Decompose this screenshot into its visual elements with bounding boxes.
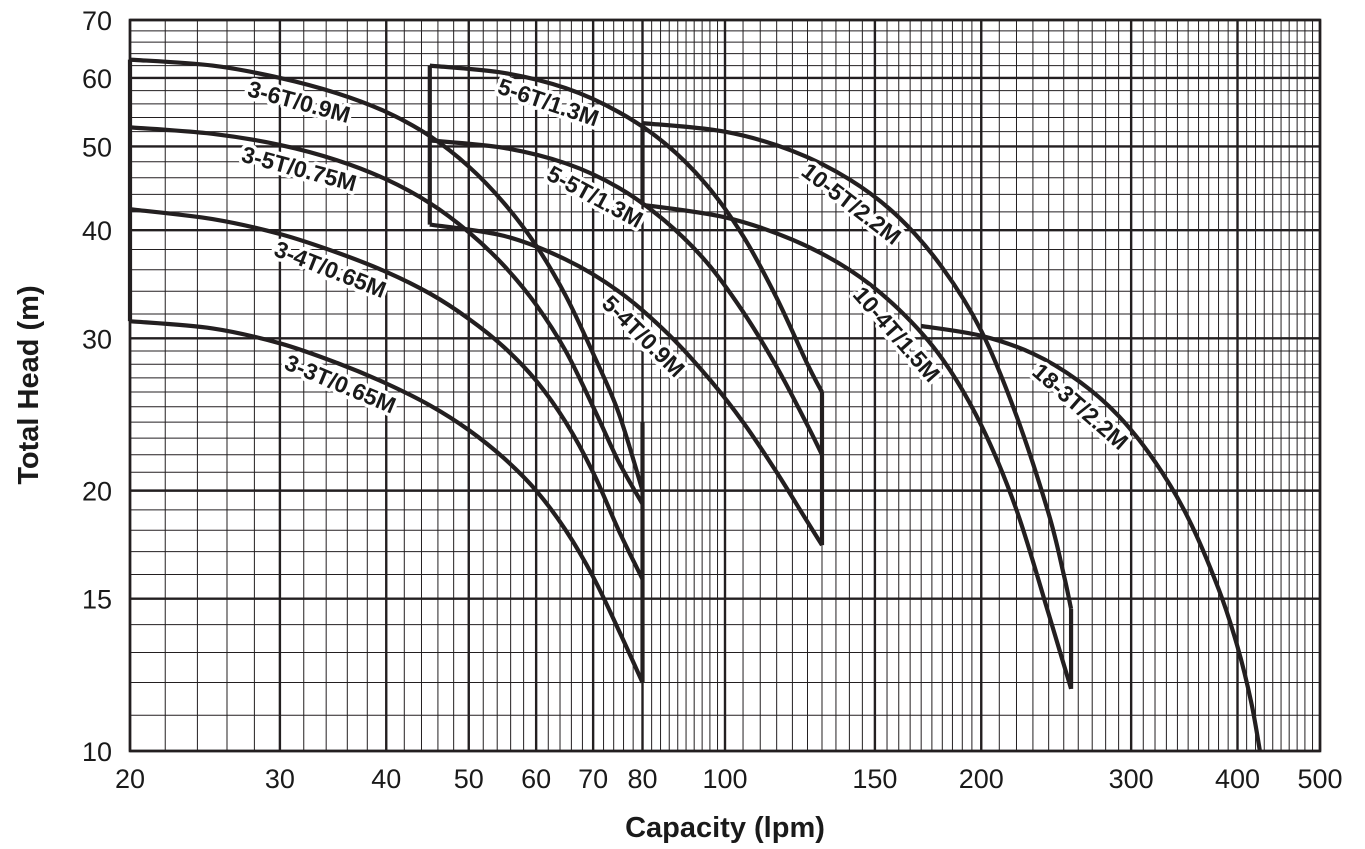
x-tick-label: 30 [265, 764, 295, 794]
curve-line [429, 138, 824, 456]
x-axis-title: Capacity (lpm) [625, 812, 825, 844]
y-tick-label: 10 [82, 737, 112, 767]
x-tick-label: 70 [578, 764, 608, 794]
curve-line [429, 222, 824, 547]
x-tick-label: 300 [1109, 764, 1154, 794]
x-tick-label: 50 [454, 764, 484, 794]
major-gridlines [128, 18, 1322, 753]
series-label: 3-4T/0.65M [271, 236, 390, 303]
x-tick-label: 400 [1215, 764, 1260, 794]
performance-curves [127, 57, 1262, 752]
y-tick-label: 15 [82, 585, 112, 615]
curve-line [920, 323, 1262, 752]
curve-line [642, 202, 1074, 690]
curve-line [429, 63, 824, 394]
x-tick-label: 20 [115, 764, 145, 794]
x-axis-ticks: 20 30 40 50 60 70 80 100 150 200 300 400 500 [115, 764, 1343, 794]
y-tick-label: 30 [82, 324, 112, 354]
curve-line [129, 319, 645, 684]
y-axis-title: Total Head (m) [13, 285, 45, 484]
curve-line [129, 57, 645, 492]
curve-line [129, 207, 645, 581]
y-tick-label: 70 [82, 6, 112, 36]
series-label: 3-3T/0.65M [281, 349, 400, 418]
series-label: 10-5T/2.2M [797, 157, 906, 249]
y-tick-label: 50 [82, 132, 112, 162]
x-tick-label: 150 [852, 764, 897, 794]
x-tick-label: 80 [627, 764, 657, 794]
x-tick-label: 100 [702, 764, 747, 794]
x-tick-label: 40 [371, 764, 401, 794]
y-axis-ticks: 10 15 20 30 40 50 60 70 [82, 6, 112, 767]
plot-frame [128, 18, 1322, 753]
curve-line [642, 121, 1074, 610]
x-tick-label: 60 [521, 764, 551, 794]
y-tick-label: 40 [82, 216, 112, 246]
y-tick-label: 20 [82, 477, 112, 507]
x-tick-label: 500 [1297, 764, 1342, 794]
y-tick-label: 60 [82, 64, 112, 94]
x-tick-label: 200 [959, 764, 1004, 794]
